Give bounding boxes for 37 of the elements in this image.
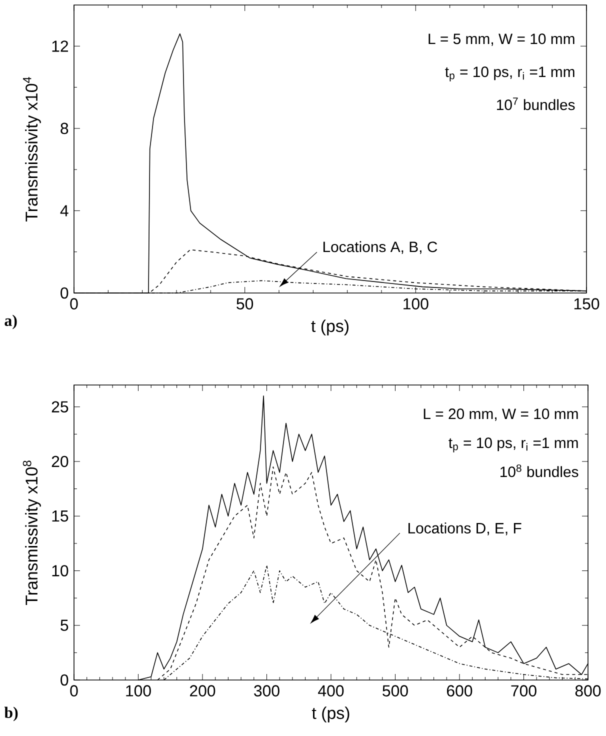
y-axis-title: Transmissivity x10$^{4}$ — [22, 76, 41, 222]
y-tick-label: 8 — [60, 122, 68, 134]
x-tick-label: 200 — [190, 685, 216, 696]
y-axis-title: Transmissivity x10$^{8}$ — [22, 460, 41, 605]
x-tick-label: 500 — [382, 685, 408, 696]
x-tick-label: 800 — [575, 685, 601, 696]
x-axis-title: t (ps) — [312, 706, 350, 722]
annotation: L = 5 mm, W = 10 mm — [428, 34, 574, 46]
y-tick-label: 20 — [52, 456, 68, 468]
x-tick-label: 100 — [403, 298, 428, 310]
y-tick-label: 15 — [52, 510, 68, 522]
annotation: t$_{p}$ = 10 ps, r$_{i}$ =1 mm — [448, 438, 578, 452]
annotation: 10$^{7}$ bundles — [496, 98, 575, 110]
y-tick-label: 0 — [60, 674, 68, 686]
y-tick-label: 12 — [52, 40, 68, 52]
x-tick-label: 400 — [318, 685, 344, 696]
x-axis-title: t (ps) — [311, 320, 348, 336]
annotation: t$_{p}$ = 10 ps, r$_{i}$ =1 mm — [445, 66, 574, 82]
y-tick-label: 0 — [60, 287, 68, 299]
x-tick-label: 600 — [446, 685, 472, 696]
annotation: 10$^{8}$ bundles — [500, 464, 578, 478]
x-tick-label: 100 — [126, 685, 151, 696]
annotation: Locations D, E, F — [408, 522, 522, 536]
x-tick-label: 0 — [70, 685, 78, 696]
x-tick-label: 700 — [511, 685, 536, 696]
x-tick-label: 0 — [70, 298, 78, 310]
y-tick-label: 4 — [60, 205, 68, 216]
x-tick-label: 50 — [236, 298, 253, 310]
x-tick-label: 150 — [574, 298, 600, 310]
y-tick-label: 5 — [60, 620, 68, 631]
y-tick-label: 10 — [52, 565, 68, 576]
y-tick-label: 25 — [52, 401, 68, 412]
annotation: L = 20 mm, W = 10 mm — [424, 408, 578, 421]
text: a) — [4, 314, 17, 330]
text: b) — [4, 706, 18, 722]
x-tick-label: 300 — [254, 685, 280, 696]
annotation: Locations A, B, C — [323, 241, 437, 254]
